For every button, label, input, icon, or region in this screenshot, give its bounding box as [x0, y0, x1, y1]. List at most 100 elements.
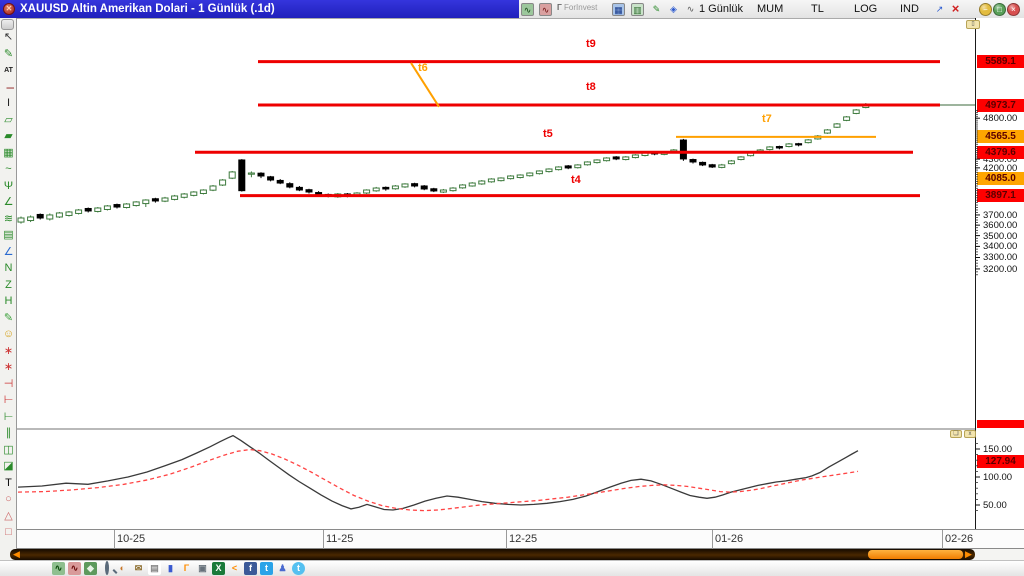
indicator-panel[interactable] [17, 430, 975, 529]
marker-down-tool[interactable]: ∗ [3, 361, 14, 373]
app-red-chart-icon[interactable]: ∿ [68, 562, 81, 575]
extend-left-tool[interactable]: ⊣ [3, 377, 14, 390]
vertical-line-tool[interactable]: I [6, 97, 11, 109]
eraser-all-tool[interactable]: ◪ [3, 460, 14, 472]
compass-icon[interactable]: ◐ [119, 563, 126, 573]
price-axis[interactable]: 4800.00 4300.00 4200.00 3700.00 3600.00 3500.… [975, 18, 1024, 548]
polygon-tool[interactable]: ▰ [4, 130, 13, 142]
time-scrollbar[interactable]: ◀ ▶ [10, 549, 975, 560]
pointer-tool[interactable]: ↖ [3, 31, 14, 43]
price-tick-label: 4800.00 [983, 113, 1018, 125]
title-bar-blue: ✕ XAUUSD Altin Amerikan Dolari - 1 Günlü… [0, 0, 519, 18]
minimize-button[interactable]: − [979, 3, 992, 16]
date-tick-label: 01-26 [715, 533, 744, 545]
price-level-box: 4085.0 [977, 171, 1024, 185]
price-tick-label: 3400.00 [983, 241, 1018, 253]
zigzag-tool[interactable]: N [4, 262, 13, 274]
date-tick [323, 530, 324, 549]
close-button[interactable]: × [1007, 3, 1020, 16]
indicator-close-button[interactable]: x [964, 430, 976, 438]
price-tick-label: 3200.00 [983, 263, 1018, 275]
contacts-icon[interactable]: ♟ [278, 563, 287, 573]
chart-type-icon[interactable]: ▥ [631, 3, 644, 16]
triangle-tool[interactable]: △ [4, 509, 13, 522]
mail-icon[interactable]: ✉ [134, 563, 143, 573]
database-icon[interactable]: ▮ [168, 563, 173, 573]
level-label-t5: t5 [543, 128, 553, 140]
price-tick-label: 4200.00 [983, 162, 1018, 174]
log-scale-button[interactable]: LOG [854, 3, 878, 15]
regression-tool[interactable]: H [4, 295, 13, 307]
panel-divider[interactable] [17, 428, 1024, 430]
zigzag2-tool[interactable]: Z [5, 278, 12, 291]
pencil-tool[interactable]: ✎ [3, 47, 14, 60]
scroll-right-icon[interactable]: ▶ [965, 549, 972, 559]
parallel-lines-tool[interactable]: ∥ [5, 427, 12, 439]
channel-tool[interactable]: ▱ [4, 113, 13, 126]
price-level-box: 4379.6 [977, 145, 1024, 159]
ellipse-tool[interactable]: ○ [5, 493, 12, 505]
horizontal-line-tool[interactable]: I [3, 85, 16, 90]
delete-icon[interactable]: × [951, 1, 960, 16]
scrollbar-thumb[interactable] [868, 550, 963, 559]
eraser-tool[interactable]: ◫ [3, 443, 14, 456]
navigate-icon[interactable]: ◈ [670, 4, 677, 14]
level-label-t9: t9 [586, 38, 596, 50]
extend-right-tool[interactable]: ⊢ [3, 394, 14, 406]
folder-icon[interactable]: Γ [183, 563, 190, 573]
indicator-button[interactable]: IND [900, 3, 919, 15]
facebook-icon[interactable]: f [244, 562, 257, 575]
date-tick-label: 02-26 [945, 533, 974, 545]
curve-tool[interactable]: ~ [5, 163, 12, 175]
main-chart-panel[interactable] [17, 18, 975, 428]
gann-angle-tool[interactable]: ∠ [3, 245, 14, 258]
chart-settings-icon[interactable]: ▦ [612, 3, 625, 16]
date-axis[interactable]: 10-25 11-25 12-25 01-26 02-26 [17, 529, 1024, 549]
pitchfork-tool[interactable]: Ψ [3, 179, 14, 192]
twitter-bird-icon[interactable]: t [292, 562, 305, 575]
sidebar-collapse-button[interactable] [1, 19, 14, 30]
emoji-tool[interactable]: ☺ [2, 328, 15, 340]
fib-retracement-tool[interactable]: ≋ [3, 212, 14, 225]
auto-trend-tool[interactable]: AT [4, 67, 13, 74]
search-icon[interactable] [100, 561, 117, 575]
indicator-tick-label: 50.00 [983, 500, 1007, 511]
marker-up-tool[interactable]: ∗ [3, 344, 14, 357]
currency-button[interactable]: TL [811, 3, 824, 15]
printer-icon[interactable]: ▣ [198, 563, 207, 573]
highlighter-tool[interactable]: ✎ [3, 311, 14, 324]
indicator-restore-button[interactable]: ❏ [950, 430, 962, 438]
chart-close-icon[interactable]: ✕ [3, 3, 15, 15]
interval-label[interactable]: 1 Günlük [699, 3, 744, 15]
price-level-box-clipped [977, 420, 1024, 428]
date-tick-label: 10-25 [117, 533, 146, 545]
network-icon[interactable]: ◆ [84, 562, 97, 575]
range-tool[interactable]: ⊢ [3, 410, 14, 423]
twitter-icon[interactable]: t [260, 562, 273, 575]
axis-settings-button[interactable]: ▯ [966, 20, 980, 29]
draw-pencil-icon[interactable]: ✎ [652, 4, 661, 14]
scroll-left-icon[interactable]: ◀ [13, 549, 20, 559]
line-style-icon[interactable]: ∿ [686, 4, 695, 14]
date-tick-label: 11-25 [326, 533, 354, 545]
restore-button[interactable]: □ [993, 3, 1006, 16]
price-tick-label: 3500.00 [983, 230, 1018, 242]
candle-type-button[interactable]: MUM [757, 3, 784, 15]
price-tick-label: 4300.00 [983, 154, 1018, 166]
excel-icon[interactable]: X [212, 562, 225, 575]
fib-fan-tool[interactable]: ∠ [3, 196, 14, 208]
grid-tool[interactable]: ▦ [3, 146, 14, 159]
app-green-chart-icon[interactable]: ∿ [52, 562, 65, 575]
rectangle-tool[interactable]: □ [5, 526, 12, 538]
drawing-toolbar: ↖ ✎ AT I I ▱ ▰ ▦ ~ Ψ ∠ ≋ ▤ ∠ N Z H ✎ ☺ ∗ ∗ ⊣ ⊢ ⊢ ∥ ◫ ◪ T ○ △ □ [0, 18, 17, 560]
pointer-icon[interactable]: ↗ [935, 4, 944, 14]
document-icon[interactable]: ▤ [148, 562, 161, 575]
indicator-tick-label: 100.00 [983, 472, 1013, 483]
share-icon[interactable]: < [231, 563, 238, 573]
price-level-box: 3897.1 [977, 189, 1024, 203]
price-level-box: 5589.1 [977, 55, 1024, 69]
fib-grid-tool[interactable]: ▤ [3, 229, 14, 241]
text-tool[interactable]: T [5, 476, 12, 489]
quote-green-icon[interactable]: ∿ [521, 3, 534, 16]
quote-red-icon[interactable]: ∿ [539, 3, 552, 16]
